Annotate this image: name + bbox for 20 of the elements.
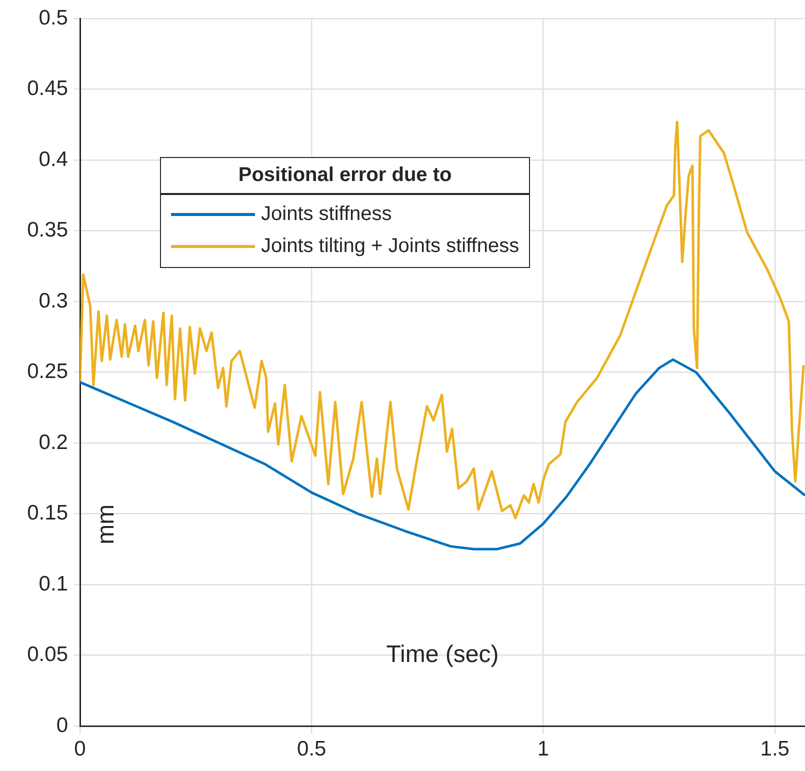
- y-tick-label: 0.3: [38, 289, 68, 312]
- x-tick-label: 0.5: [297, 737, 326, 760]
- y-tick-label: 0.35: [27, 218, 68, 242]
- y-axis-title: mm: [92, 504, 120, 544]
- x-tick-label: 0: [74, 737, 86, 760]
- x-tick-label: 1: [537, 737, 550, 760]
- legend-title: Positional error due to: [237, 163, 453, 188]
- legend-label: Joints tilting + Joints stiffness: [261, 235, 520, 258]
- x-tick-label: 1.5: [760, 737, 790, 760]
- y-tick-label: 0.25: [27, 360, 68, 384]
- y-tick-label: 0.1: [38, 572, 68, 596]
- y-tick-label: 0.45: [27, 77, 68, 100]
- y-tick-label: 0: [56, 714, 68, 737]
- y-tick-label: 0.15: [27, 502, 68, 525]
- x-axis-title: Time (sec): [386, 640, 499, 668]
- y-tick-label: 0.5: [38, 6, 68, 30]
- y-tick-label: 0.4: [38, 148, 68, 171]
- y-tick-label: 0.05: [27, 643, 68, 666]
- y-tick-label: 0.2: [38, 430, 68, 454]
- legend-label: Joints stiffness: [261, 203, 392, 226]
